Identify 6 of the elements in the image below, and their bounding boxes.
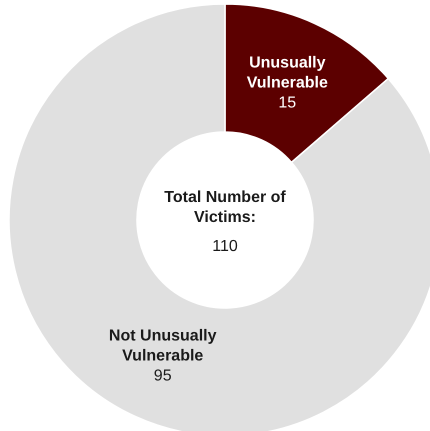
data-label: 95 xyxy=(154,367,172,384)
slice-label: Unusually Vulnerable xyxy=(246,54,328,92)
text: Total Number of Victims: xyxy=(164,189,286,226)
slice-label: Not Unusually Vulnerable xyxy=(108,327,217,364)
data-label: 15 xyxy=(278,94,296,112)
text: 110 xyxy=(212,238,238,255)
